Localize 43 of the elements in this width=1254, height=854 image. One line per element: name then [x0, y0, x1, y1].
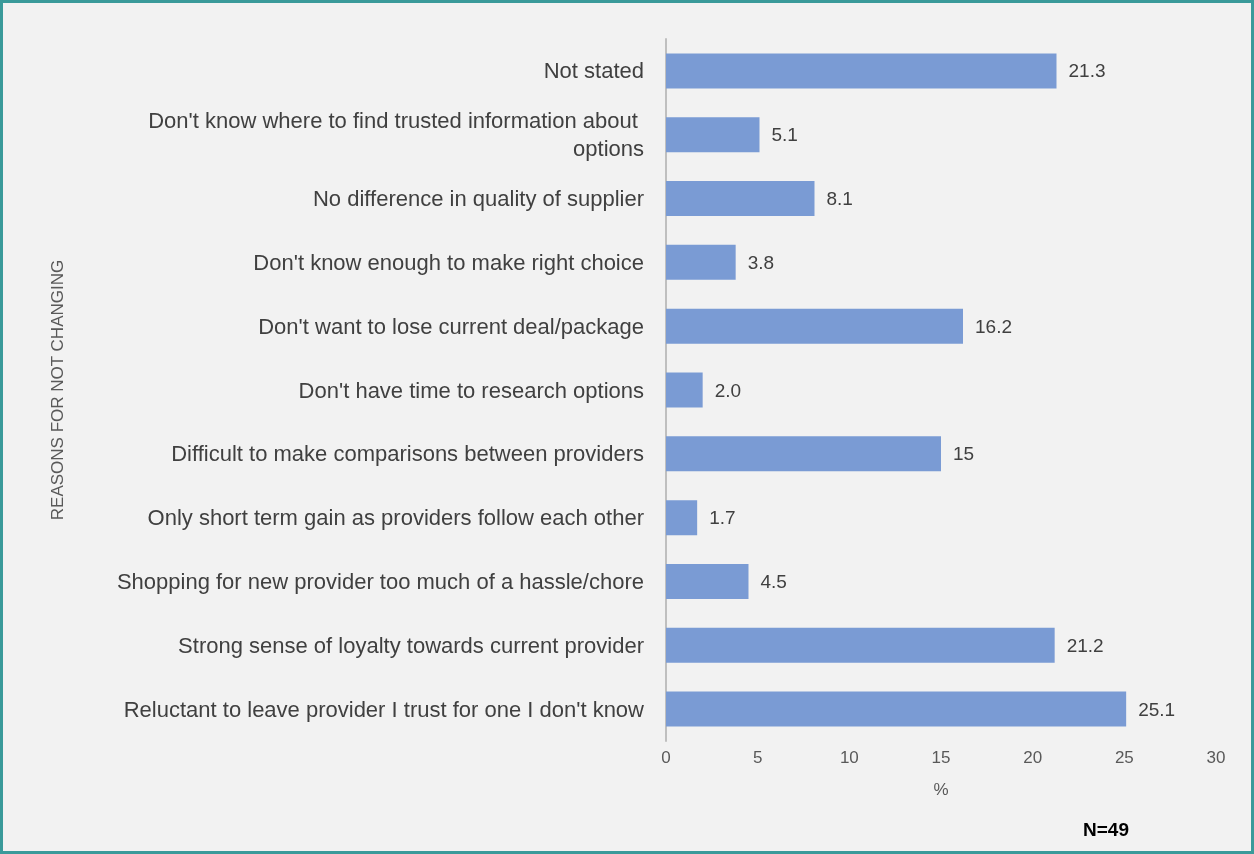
bar — [666, 244, 736, 280]
y-tick-label: Don't know enough to make right choice — [253, 249, 644, 275]
bar — [666, 53, 1057, 89]
data-label: 21.2 — [1066, 634, 1104, 656]
bar — [666, 372, 703, 408]
y-tick-label: Don't want to lose current deal/package — [258, 313, 644, 339]
data-label: 15 — [953, 443, 975, 465]
data-label: 16.2 — [975, 315, 1012, 337]
bar — [666, 436, 941, 472]
y-tick-label: Shopping for new provider too much of a hassle/chore — [116, 568, 644, 594]
x-axis-title: % — [933, 780, 949, 799]
data-label: 1.7 — [709, 507, 736, 529]
data-label: 2.0 — [714, 379, 742, 401]
data-label: 5.1 — [771, 124, 798, 146]
bar — [666, 308, 963, 344]
y-tick-label: Not stated — [543, 58, 644, 84]
bar — [666, 117, 760, 153]
data-label: 4.5 — [760, 570, 787, 592]
y-axis-title: REASONS FOR NOT CHANGING — [48, 259, 67, 521]
y-tick-label: Strong sense of loyalty towards current provider — [178, 632, 644, 658]
y-tick-label: Don't have time to research options — [298, 377, 644, 403]
data-label: 21.3 — [1068, 60, 1106, 82]
text: N=49 — [1083, 819, 1129, 841]
bar — [666, 563, 749, 599]
y-tick-label: No difference in quality of supplier — [312, 186, 644, 212]
data-label: 25.1 — [1138, 698, 1176, 720]
x-tick-label: 10 — [839, 748, 859, 767]
bar — [666, 181, 815, 217]
data-label: 3.8 — [747, 251, 775, 273]
bar — [666, 691, 1127, 727]
y-tick-label: Difficult to make comparisons between providers — [171, 441, 644, 467]
bar — [666, 627, 1055, 663]
y-tick-label: Don't know where to find trusted information about options — [148, 108, 644, 162]
data-label: 8.1 — [826, 188, 853, 210]
y-tick-label: Only short term gain as providers follow each other — [147, 505, 644, 531]
x-tick-label: 15 — [931, 748, 951, 767]
x-tick-label: 25 — [1114, 748, 1134, 767]
bar — [666, 500, 698, 536]
x-tick-label: 0 — [661, 748, 671, 767]
y-tick-label: Reluctant to leave provider I trust for one I don't know — [123, 696, 645, 722]
x-tick-label: 5 — [752, 748, 763, 767]
x-tick-label: 20 — [1023, 748, 1043, 767]
x-tick-label: 30 — [1206, 748, 1226, 767]
